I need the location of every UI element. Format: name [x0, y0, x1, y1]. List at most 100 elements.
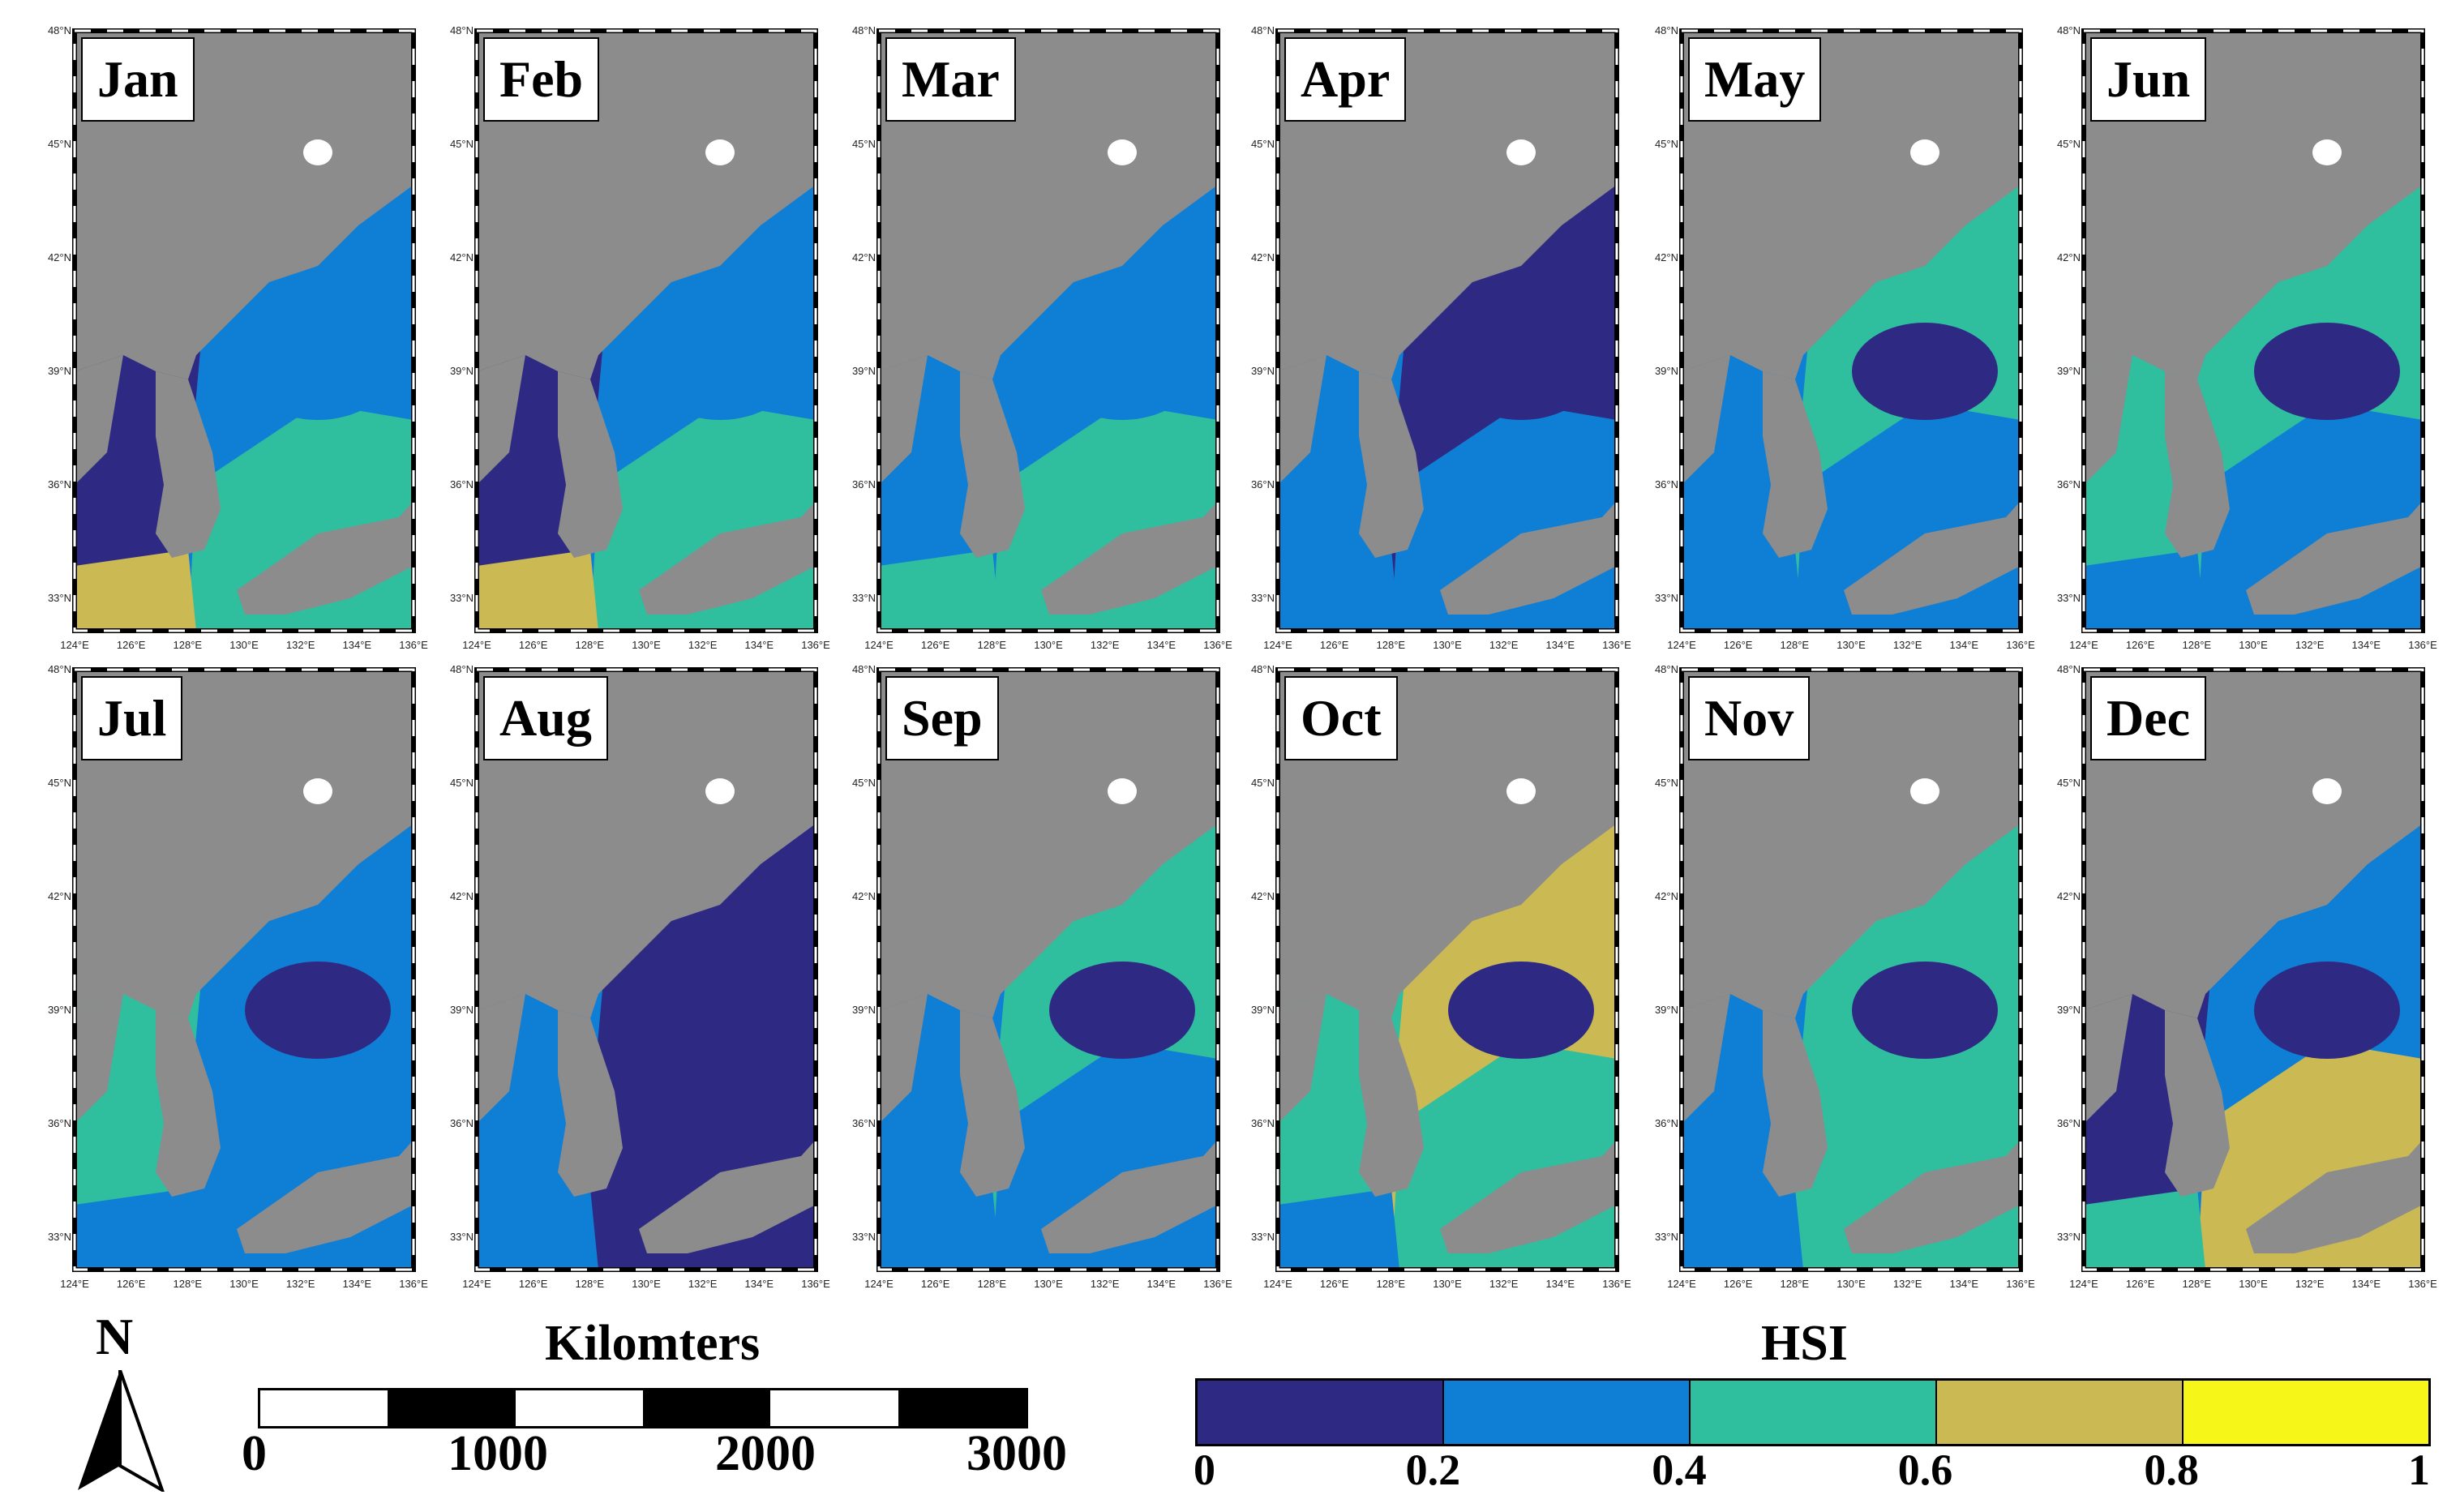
map-frame-dashes — [475, 29, 817, 632]
month-label: May — [1688, 37, 1822, 122]
lat-tick-label: 33°N — [450, 592, 474, 604]
lat-tick-label: 39°N — [1251, 365, 1275, 377]
lon-tick-label: 124°E — [2069, 1278, 2098, 1290]
lon-tick-label: 130°E — [1034, 639, 1063, 651]
lake-nodata — [1910, 139, 1939, 165]
lat-tick-label: 48°N — [2057, 663, 2081, 675]
lat-tick-label: 45°N — [450, 138, 474, 150]
lon-tick-label: 128°E — [978, 1278, 1007, 1290]
lat-tick-label: 42°N — [450, 251, 474, 263]
lat-tick-label: 33°N — [1655, 592, 1678, 604]
lon-tick-label: 130°E — [1034, 1278, 1063, 1290]
colorbar-label: 0.6 — [1897, 1446, 1953, 1494]
archipelago-landmass — [1844, 1140, 2021, 1253]
lon-tick-label: 130°E — [632, 1278, 661, 1290]
peninsula-landmass — [558, 371, 623, 558]
lon-tick-label: 134°E — [343, 639, 372, 651]
west-coast-landmass — [2084, 994, 2132, 1124]
west-coast-landmass — [1278, 355, 1326, 485]
lon-tick-label: 134°E — [1950, 639, 1979, 651]
lon-tick-label: 132°E — [286, 1278, 315, 1290]
sea-region-central — [2254, 323, 2400, 420]
scale-bar-label-3000: 3000 — [966, 1426, 1067, 1481]
archipelago-landmass — [237, 501, 414, 615]
lon-tick-label: 130°E — [2239, 639, 2268, 651]
lon-tick-label: 128°E — [1781, 639, 1810, 651]
map-panel-aug: 124°E 126°E 128°E 130°E 132°E 134°E 136°E 33°N 3… — [450, 663, 830, 1290]
colorbar-bin — [1937, 1381, 2184, 1444]
month-label: Nov — [1688, 676, 1811, 760]
lon-tick-label: 124°E — [1263, 639, 1292, 651]
month-label: Aug — [483, 676, 608, 760]
lon-tick-label: 128°E — [576, 1278, 605, 1290]
lon-tick-label: 128°E — [576, 639, 605, 651]
lat-tick-label: 33°N — [852, 1231, 876, 1243]
lon-tick-label: 136°E — [399, 639, 428, 651]
lat-tick-label: 48°N — [450, 24, 474, 36]
lon-tick-label: 130°E — [1836, 639, 1866, 651]
lat-tick-label: 39°N — [48, 1004, 71, 1016]
colorbar-label: 0 — [1194, 1446, 1215, 1494]
sea-region-strait — [1682, 550, 1803, 631]
lat-tick-label: 45°N — [1655, 777, 1678, 789]
lon-tick-label: 128°E — [2183, 1278, 2212, 1290]
month-label: Mar — [885, 37, 1016, 122]
lat-tick-label: 36°N — [2057, 478, 2081, 490]
map-frame-dashes — [2082, 29, 2424, 632]
lake-nodata — [705, 778, 735, 804]
map-frame-dashes — [877, 29, 1219, 632]
west-coast-landmass — [2084, 355, 2132, 485]
lat-tick-label: 36°N — [48, 1117, 71, 1129]
lat-tick-label: 48°N — [48, 24, 71, 36]
scale-bar-label-2000: 2000 — [715, 1426, 816, 1481]
colorbar-label: 0.2 — [1405, 1446, 1461, 1494]
lon-tick-label: 132°E — [1893, 1278, 1922, 1290]
lat-tick-label: 45°N — [2057, 777, 2081, 789]
scale-bar-segment — [260, 1390, 388, 1426]
lat-tick-label: 36°N — [1655, 478, 1678, 490]
lat-tick-label: 45°N — [852, 138, 876, 150]
lon-tick-label: 128°E — [1377, 1278, 1406, 1290]
map-frame-dashes — [877, 668, 1219, 1271]
archipelago-landmass — [1041, 1140, 1218, 1253]
sea-region-strait — [1682, 1189, 1803, 1270]
lat-tick-label: 48°N — [48, 663, 71, 675]
lat-tick-label: 36°N — [1251, 478, 1275, 490]
map-panel-sep: 124°E 126°E 128°E 130°E 132°E 134°E 136°E 33°N 3… — [852, 663, 1232, 1290]
month-label: Dec — [2090, 676, 2207, 760]
colorbar-bin — [1198, 1381, 1444, 1444]
sea-region-strait — [75, 1189, 196, 1270]
map-panel-may: 124°E 126°E 128°E 130°E 132°E 134°E 136°E 33°N 3… — [1655, 24, 2035, 651]
lon-tick-label: 126°E — [2126, 639, 2155, 651]
lon-tick-label: 134°E — [1147, 639, 1176, 651]
sea-region-strait — [2084, 1189, 2205, 1270]
map-frame-dashes — [1680, 668, 2022, 1271]
lake-nodata — [1108, 778, 1137, 804]
lon-tick-label: 124°E — [864, 639, 894, 651]
lat-tick-label: 45°N — [2057, 138, 2081, 150]
lon-tick-label: 126°E — [117, 1278, 146, 1290]
lat-tick-label: 42°N — [450, 890, 474, 902]
map-panel-jan: 124°E 126°E 128°E 130°E 132°E 134°E 136°E 33°N 3… — [48, 24, 428, 651]
lat-tick-label: 42°N — [852, 890, 876, 902]
peninsula-landmass — [1763, 1010, 1828, 1197]
lat-tick-label: 33°N — [852, 592, 876, 604]
lake-nodata — [705, 139, 735, 165]
map-panel-mar: 124°E 126°E 128°E 130°E 132°E 134°E 136°E 33°N 3… — [852, 24, 1232, 651]
lon-tick-label: 136°E — [1602, 639, 1631, 651]
scale-bar-label-1000: 1000 — [448, 1426, 548, 1481]
lon-tick-label: 130°E — [229, 1278, 259, 1290]
month-label: Jul — [81, 676, 183, 760]
lon-tick-label: 130°E — [1836, 1278, 1866, 1290]
lat-tick-label: 36°N — [852, 1117, 876, 1129]
lat-tick-label: 33°N — [1251, 592, 1275, 604]
lat-tick-label: 48°N — [1251, 663, 1275, 675]
lat-tick-label: 45°N — [450, 777, 474, 789]
map-panel-feb: 124°E 126°E 128°E 130°E 132°E 134°E 136°E 33°N 3… — [450, 24, 830, 651]
map-frame-dashes — [475, 668, 817, 1271]
map-frame-dashes — [1680, 29, 2022, 632]
lat-tick-label: 39°N — [450, 365, 474, 377]
lon-tick-label: 130°E — [229, 639, 259, 651]
colorbar-title: HSI — [1761, 1316, 1848, 1371]
